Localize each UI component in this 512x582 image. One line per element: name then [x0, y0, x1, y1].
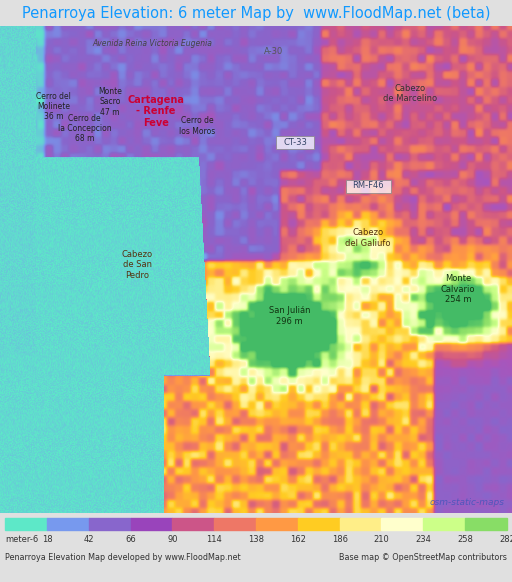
FancyBboxPatch shape	[346, 180, 391, 193]
Bar	[256, 518, 298, 530]
Bar	[47, 518, 89, 530]
Text: osm-static-maps: osm-static-maps	[430, 498, 504, 508]
Text: 258: 258	[457, 535, 473, 544]
Text: Monte
Calvario
254 m: Monte Calvario 254 m	[441, 274, 476, 304]
Text: 282: 282	[499, 535, 512, 544]
Text: Cabezo
del Galiufo: Cabezo del Galiufo	[345, 228, 390, 248]
Bar	[89, 518, 131, 530]
Text: Monte
Sacro
47 m: Monte Sacro 47 m	[98, 87, 122, 116]
Text: Cabezo
de San
Pedro: Cabezo de San Pedro	[122, 250, 153, 280]
Text: Cerro de
los Moros: Cerro de los Moros	[179, 116, 215, 136]
Text: 114: 114	[206, 535, 222, 544]
Text: 162: 162	[290, 535, 306, 544]
Text: 18: 18	[41, 535, 52, 544]
Bar	[214, 518, 256, 530]
Text: 138: 138	[248, 535, 264, 544]
Text: Cerro de
la Concepcion
68 m: Cerro de la Concepcion 68 m	[58, 113, 111, 143]
Bar	[173, 518, 214, 530]
Bar	[465, 518, 507, 530]
Text: Base map © OpenStreetMap contributors: Base map © OpenStreetMap contributors	[339, 552, 507, 562]
Text: Cerro del
Molinete
36 m: Cerro del Molinete 36 m	[36, 92, 71, 122]
Bar	[5, 518, 47, 530]
Text: A-30: A-30	[264, 47, 284, 56]
Text: Avenida Reina Victoria Eugenia: Avenida Reina Victoria Eugenia	[92, 39, 212, 48]
Text: Cabezo
de Marcelino: Cabezo de Marcelino	[382, 84, 437, 103]
Text: meter-6: meter-6	[5, 535, 38, 544]
Text: 42: 42	[83, 535, 94, 544]
Text: CT-33: CT-33	[284, 137, 308, 147]
Text: 186: 186	[332, 535, 348, 544]
Bar	[131, 518, 173, 530]
Bar	[381, 518, 423, 530]
Bar	[298, 518, 339, 530]
Text: 234: 234	[415, 535, 431, 544]
Text: Cartagena
- Renfe
Feve: Cartagena - Renfe Feve	[127, 95, 185, 128]
Bar	[423, 518, 465, 530]
Text: 210: 210	[374, 535, 389, 544]
Text: Penarroya Elevation: 6 meter Map by  www.FloodMap.net (beta): Penarroya Elevation: 6 meter Map by www.…	[22, 6, 490, 20]
Text: 90: 90	[167, 535, 178, 544]
FancyBboxPatch shape	[276, 136, 314, 150]
Text: 66: 66	[125, 535, 136, 544]
Text: San Julián
296 m: San Julián 296 m	[268, 306, 310, 326]
Bar	[339, 518, 381, 530]
Text: Penarroya Elevation Map developed by www.FloodMap.net: Penarroya Elevation Map developed by www…	[5, 552, 241, 562]
Text: RM-F46: RM-F46	[352, 182, 383, 190]
